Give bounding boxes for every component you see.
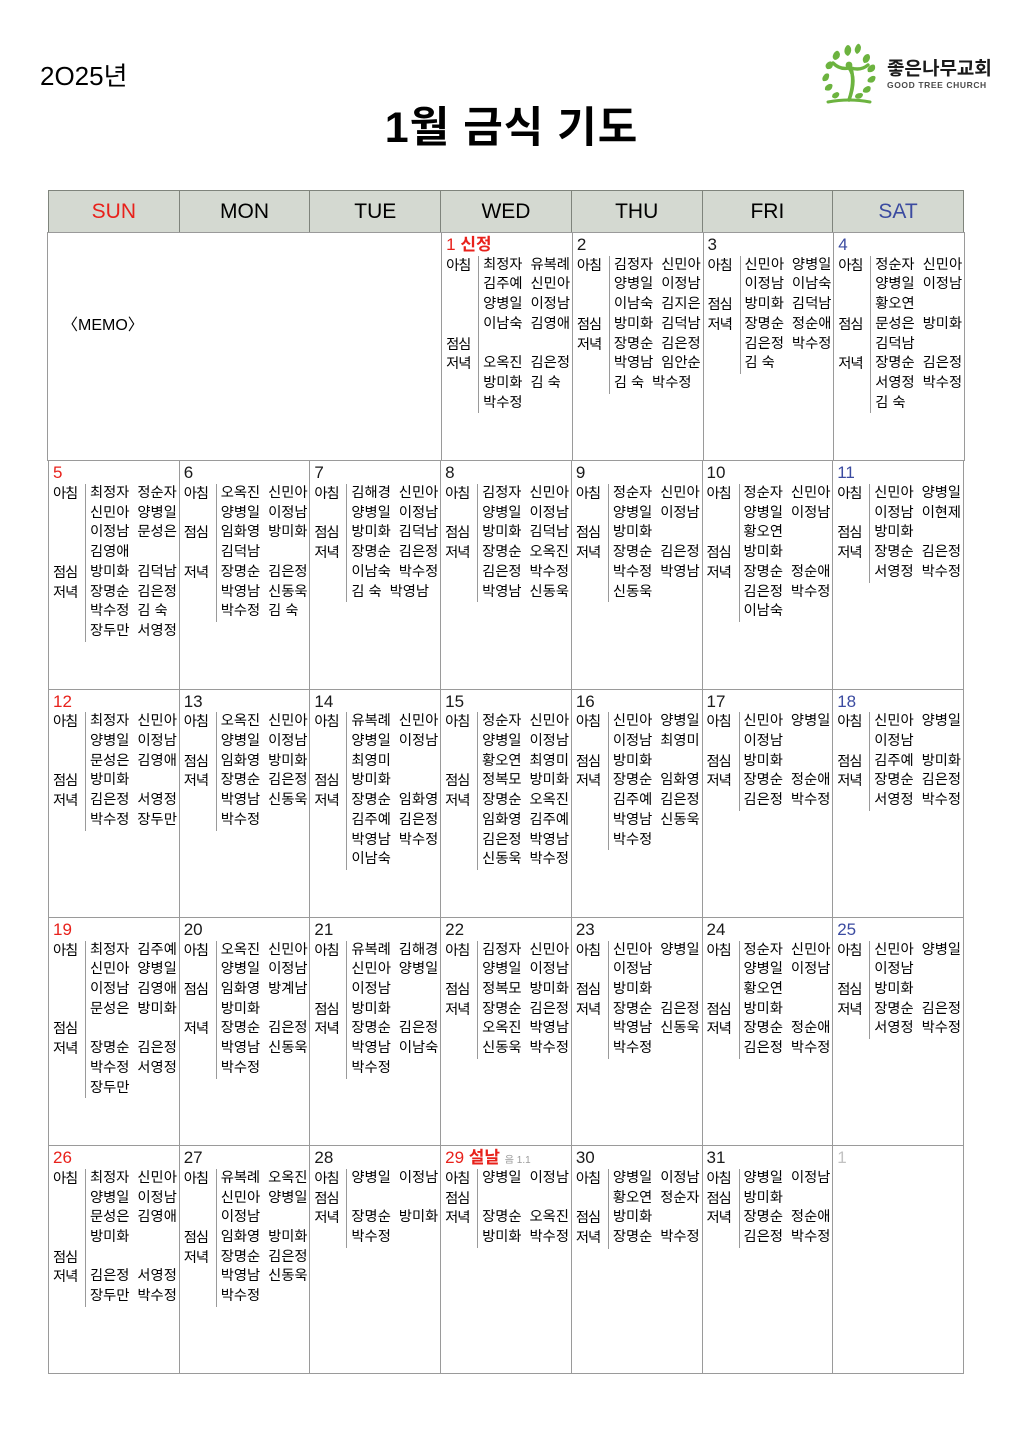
svg-text:좋은나무교회: 좋은나무교회	[887, 54, 992, 81]
svg-text:GOOD TREE CHURCH: GOOD TREE CHURCH	[887, 80, 987, 90]
